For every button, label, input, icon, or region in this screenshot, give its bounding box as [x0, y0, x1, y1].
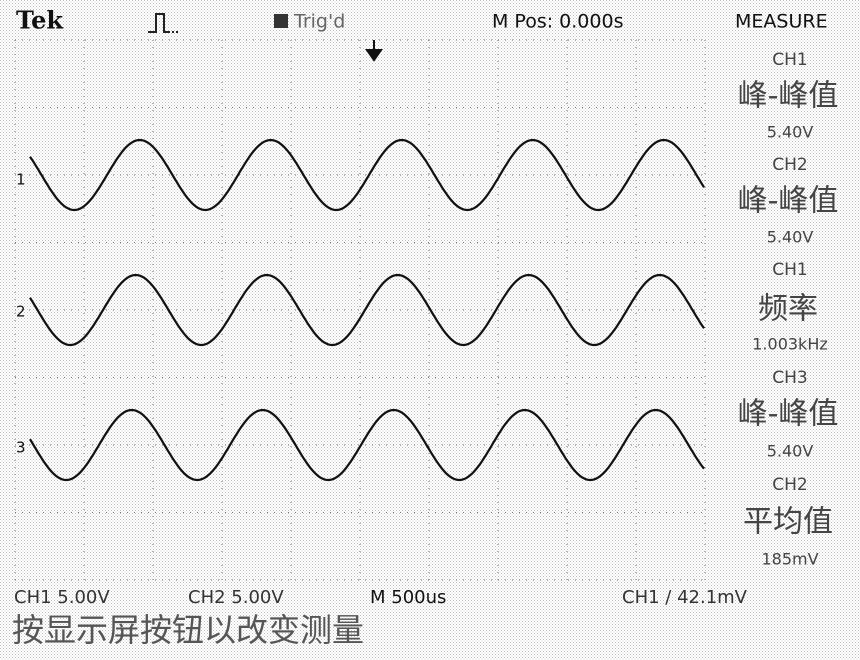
measure-source[interactable]: CH2 — [772, 155, 807, 175]
measure-type[interactable]: 频率 — [758, 292, 818, 327]
trigger-icon — [274, 14, 288, 28]
measure-source[interactable]: CH1 — [772, 260, 807, 280]
brand: Tek — [16, 6, 64, 35]
channel-marker: 3 — [16, 439, 26, 457]
measure-source[interactable]: CH2 — [772, 475, 807, 495]
measure-type[interactable]: 峰-峰值 — [738, 184, 839, 219]
measure-value: 1.003kHz — [752, 335, 828, 354]
measure-value: 5.40V — [767, 442, 814, 461]
measure-value: 5.40V — [767, 228, 814, 247]
channel-marker: 1 — [16, 171, 26, 189]
measure-value: 185mV — [761, 550, 818, 569]
channel-marker: 2 — [16, 303, 26, 321]
background — [0, 0, 860, 660]
measure-type[interactable]: 峰-峰值 — [738, 397, 839, 432]
ch2-scale: CH2 5.00V — [188, 587, 284, 608]
measure-value: 5.40V — [767, 123, 814, 142]
measure-type[interactable]: 峰-峰值 — [738, 79, 839, 114]
menu-title: MEASURE — [735, 11, 828, 33]
oscilloscope-screen: Tek Trig'd M Pos: 0.000s MEASURE 1 2 3 C… — [0, 0, 860, 660]
horizontal-position: M Pos: 0.000s — [492, 11, 623, 33]
timebase: M 500us — [370, 587, 446, 608]
help-message: 按显示屏按钮以改变测量 — [12, 611, 364, 649]
ch1-scale: CH1 5.00V — [14, 587, 110, 608]
trigger-status: Trig'd — [293, 11, 345, 33]
measure-source[interactable]: CH1 — [772, 50, 807, 70]
trigger-level: CH1 / 42.1mV — [622, 587, 748, 608]
measure-source[interactable]: CH3 — [772, 368, 807, 388]
measure-type[interactable]: 平均值 — [743, 505, 833, 540]
